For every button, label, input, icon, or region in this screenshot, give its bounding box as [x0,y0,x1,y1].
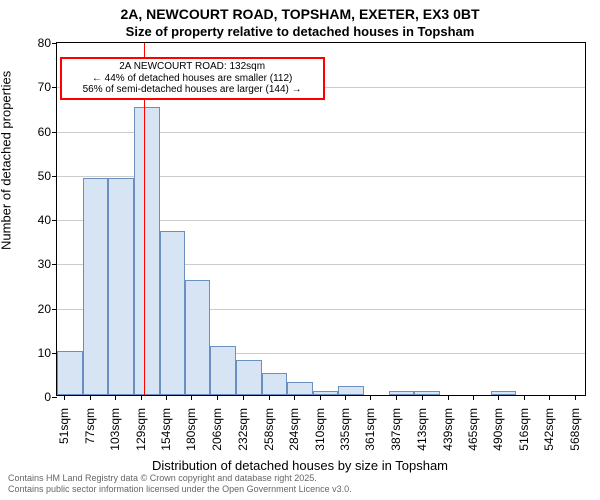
histogram-bar [262,373,288,395]
xtick-mark [345,395,346,400]
histogram-bar [338,386,364,395]
ytick-label: 70 [38,80,51,94]
xtick-label: 77sqm [83,408,97,444]
footnote-line-1: Contains HM Land Registry data © Crown c… [8,473,352,483]
xtick-label: 439sqm [441,408,455,451]
ytick-mark [52,220,57,221]
x-axis-label: Distribution of detached houses by size … [0,458,600,473]
ytick-mark [52,132,57,133]
xtick-label: 180sqm [184,408,198,451]
xtick-mark [549,395,550,400]
ytick-mark [52,397,57,398]
xtick-label: 154sqm [159,408,173,451]
chart-title: 2A, NEWCOURT ROAD, TOPSHAM, EXETER, EX3 … [0,6,600,22]
chart-subtitle: Size of property relative to detached ho… [0,24,600,39]
histogram-bar [210,346,236,395]
annotation-line: ← 44% of detached houses are smaller (11… [66,73,319,85]
xtick-mark [141,395,142,400]
annotation-box: 2A NEWCOURT ROAD: 132sqm← 44% of detache… [60,57,325,100]
footnote-line-2: Contains public sector information licen… [8,484,352,494]
xtick-label: 129sqm [134,408,148,451]
xtick-mark [269,395,270,400]
histogram-bar [236,360,262,395]
xtick-mark [524,395,525,400]
xtick-label: 310sqm [313,408,327,451]
xtick-mark [575,395,576,400]
xtick-mark [320,395,321,400]
xtick-label: 51sqm [57,408,71,444]
chart-container: 2A, NEWCOURT ROAD, TOPSHAM, EXETER, EX3 … [0,0,600,500]
xtick-label: 103sqm [108,408,122,451]
xtick-label: 568sqm [568,408,582,451]
xtick-label: 361sqm [363,408,377,451]
xtick-mark [396,395,397,400]
ytick-label: 80 [38,36,51,50]
histogram-bar [313,391,338,395]
ytick-mark [52,87,57,88]
xtick-mark [498,395,499,400]
xtick-label: 232sqm [236,408,250,451]
histogram-bar [160,231,185,395]
xtick-label: 413sqm [415,408,429,451]
histogram-bar [83,178,109,395]
ytick-mark [52,309,57,310]
ytick-label: 60 [38,125,51,139]
xtick-label: 258sqm [262,408,276,451]
xtick-mark [370,395,371,400]
ytick-label: 0 [44,390,51,404]
xtick-mark [64,395,65,400]
xtick-mark [243,395,244,400]
xtick-label: 542sqm [542,408,556,451]
xtick-label: 516sqm [517,408,531,451]
xtick-mark [473,395,474,400]
histogram-bar [414,391,440,395]
ytick-label: 30 [38,257,51,271]
histogram-bar [108,178,134,395]
xtick-mark [166,395,167,400]
histogram-bar [185,280,211,395]
plot-area: 0102030405060708051sqm77sqm103sqm129sqm1… [56,42,586,396]
xtick-label: 465sqm [466,408,480,451]
xtick-mark [90,395,91,400]
ytick-mark [52,176,57,177]
ytick-label: 50 [38,169,51,183]
xtick-mark [294,395,295,400]
histogram-bar [389,391,414,395]
histogram-bar [57,351,83,395]
histogram-bar [134,107,160,395]
ytick-label: 10 [38,346,51,360]
xtick-mark [217,395,218,400]
xtick-label: 284sqm [287,408,301,451]
y-axis-label: Number of detached properties [0,71,14,250]
xtick-label: 490sqm [491,408,505,451]
xtick-label: 387sqm [389,408,403,451]
histogram-bar [287,382,313,395]
xtick-mark [422,395,423,400]
ytick-mark [52,43,57,44]
xtick-mark [191,395,192,400]
ytick-label: 20 [38,302,51,316]
xtick-label: 335sqm [338,408,352,451]
xtick-mark [115,395,116,400]
footnote: Contains HM Land Registry data © Crown c… [8,473,352,494]
xtick-label: 206sqm [210,408,224,451]
histogram-bar [491,391,516,395]
ytick-label: 40 [38,213,51,227]
ytick-mark [52,264,57,265]
annotation-line: 56% of semi-detached houses are larger (… [66,84,319,96]
annotation-line: 2A NEWCOURT ROAD: 132sqm [66,61,319,73]
xtick-mark [448,395,449,400]
